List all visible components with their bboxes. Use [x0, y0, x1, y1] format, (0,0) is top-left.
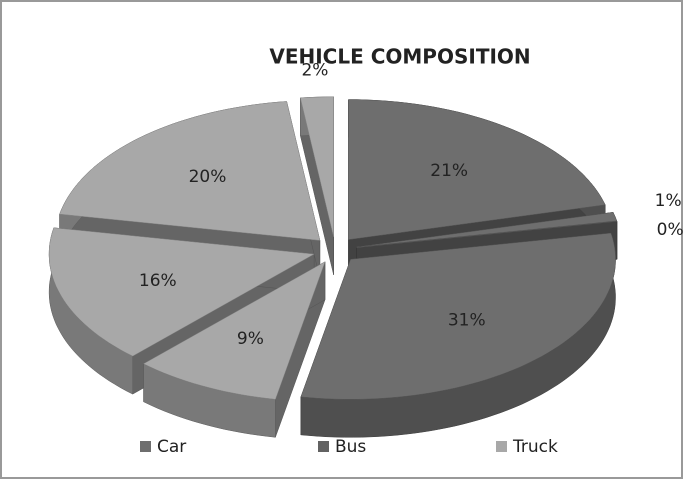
data-label: 1%	[655, 191, 682, 211]
slice-top	[356, 212, 618, 248]
slice-top	[59, 101, 321, 241]
data-label: 16%	[139, 271, 177, 291]
data-label: 31%	[448, 311, 486, 331]
legend-label: Car	[157, 437, 186, 457]
slice-top	[48, 227, 315, 357]
data-label: 0%	[657, 220, 683, 240]
slice-top	[356, 221, 617, 248]
data-label: 2%	[301, 60, 328, 80]
slice-top	[300, 96, 334, 237]
slice	[143, 261, 326, 438]
slice-top	[300, 232, 616, 400]
data-label: 20%	[189, 167, 227, 187]
slice-top	[348, 99, 606, 240]
data-label: 21%	[430, 161, 468, 181]
legend-label: Truck	[512, 437, 558, 457]
slice	[300, 96, 334, 275]
legend-label: Bus	[335, 437, 366, 457]
slice-top	[143, 261, 326, 400]
legend-swatch	[140, 441, 151, 452]
chart-title: VEHICLE COMPOSITION	[269, 45, 530, 69]
legend-swatch	[318, 441, 329, 452]
slice	[300, 232, 616, 438]
data-label: 9%	[237, 329, 264, 349]
legend-swatch	[496, 441, 507, 452]
